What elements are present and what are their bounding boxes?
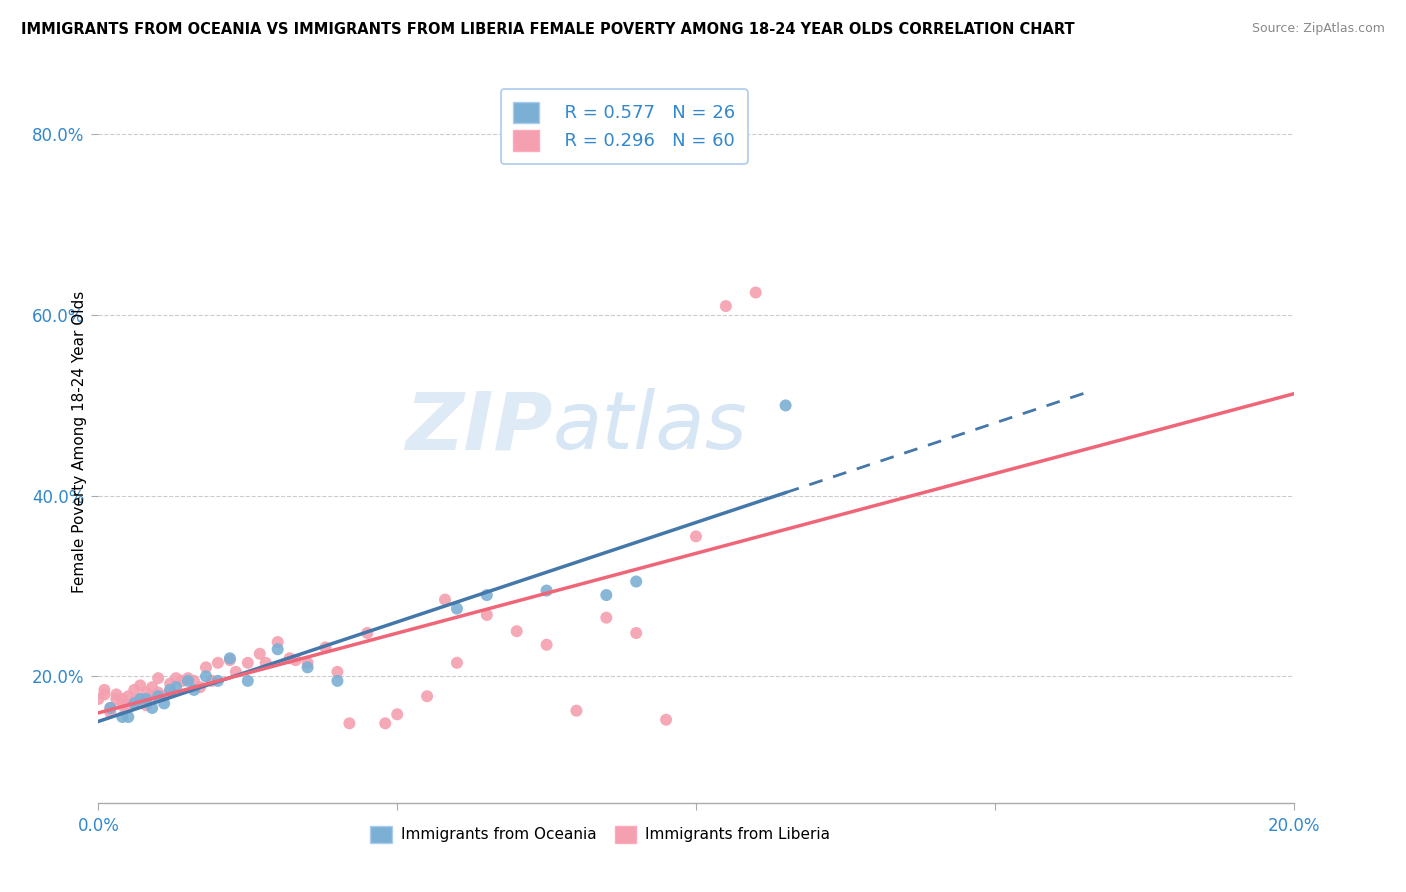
Point: [195, 660, 218, 674]
Point: [249, 647, 271, 661]
Point: [183, 682, 205, 697]
Point: [219, 651, 242, 665]
Point: [536, 583, 558, 598]
Point: [446, 656, 468, 670]
Point: [385, 707, 409, 722]
Point: [159, 682, 181, 697]
Point: [297, 660, 319, 674]
Point: [565, 704, 588, 718]
Point: [153, 697, 176, 711]
Point: [148, 671, 170, 685]
Point: [98, 706, 122, 720]
Point: [172, 673, 194, 688]
Point: [124, 695, 146, 709]
Y-axis label: Female Poverty Among 18-24 Year Olds: Female Poverty Among 18-24 Year Olds: [72, 291, 87, 592]
Point: [626, 574, 648, 589]
Point: [117, 710, 139, 724]
Point: [267, 642, 290, 657]
Point: [87, 692, 110, 706]
Point: [416, 690, 439, 704]
Point: [236, 673, 259, 688]
Point: [111, 692, 134, 706]
Point: [159, 682, 181, 697]
Point: [105, 692, 128, 706]
Point: [159, 676, 181, 690]
Point: [129, 678, 152, 692]
Point: [326, 665, 349, 679]
Point: [595, 610, 617, 624]
Point: [195, 669, 218, 683]
Point: [506, 624, 529, 639]
Point: [267, 635, 290, 649]
Point: [326, 673, 349, 688]
Point: [225, 665, 247, 679]
Point: [135, 692, 157, 706]
Text: Source: ZipAtlas.com: Source: ZipAtlas.com: [1251, 22, 1385, 36]
Point: [356, 626, 378, 640]
Text: IMMIGRANTS FROM OCEANIA VS IMMIGRANTS FROM LIBERIA FEMALE POVERTY AMONG 18-24 YE: IMMIGRANTS FROM OCEANIA VS IMMIGRANTS FR…: [21, 22, 1074, 37]
Point: [98, 701, 122, 715]
Point: [98, 701, 122, 715]
Point: [201, 673, 224, 688]
Point: [177, 673, 200, 688]
Point: [141, 680, 163, 694]
Text: atlas: atlas: [553, 388, 748, 467]
Point: [626, 626, 648, 640]
Point: [117, 690, 139, 704]
Point: [124, 682, 146, 697]
Point: [141, 701, 163, 715]
Point: [775, 398, 797, 412]
Point: [297, 656, 319, 670]
Point: [105, 687, 128, 701]
Point: [236, 656, 259, 670]
Point: [124, 697, 146, 711]
Point: [93, 682, 115, 697]
Legend: Immigrants from Oceania, Immigrants from Liberia: Immigrants from Oceania, Immigrants from…: [364, 820, 837, 849]
Point: [685, 529, 707, 543]
Point: [315, 640, 337, 655]
Point: [374, 716, 396, 731]
Point: [141, 690, 163, 704]
Point: [339, 716, 361, 731]
Point: [177, 671, 200, 685]
Point: [595, 588, 617, 602]
Point: [219, 653, 242, 667]
Point: [434, 592, 457, 607]
Point: [148, 690, 170, 704]
Point: [117, 701, 139, 715]
Point: [135, 698, 157, 713]
Point: [129, 692, 152, 706]
Point: [207, 673, 229, 688]
Point: [165, 671, 187, 685]
Point: [475, 588, 498, 602]
Point: [475, 607, 498, 622]
Point: [153, 690, 176, 704]
Text: ZIP: ZIP: [405, 388, 553, 467]
Point: [655, 713, 678, 727]
Point: [129, 692, 152, 706]
Point: [165, 680, 187, 694]
Point: [446, 601, 468, 615]
Point: [536, 638, 558, 652]
Point: [278, 651, 301, 665]
Point: [111, 710, 134, 724]
Point: [714, 299, 737, 313]
Point: [93, 687, 115, 701]
Point: [183, 673, 205, 688]
Point: [745, 285, 768, 300]
Point: [254, 656, 277, 670]
Point: [188, 680, 211, 694]
Point: [148, 685, 170, 699]
Point: [111, 698, 134, 713]
Point: [135, 685, 157, 699]
Point: [207, 656, 229, 670]
Point: [284, 653, 307, 667]
